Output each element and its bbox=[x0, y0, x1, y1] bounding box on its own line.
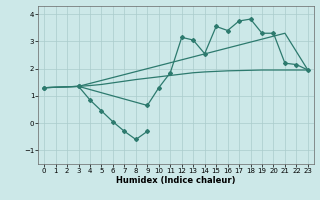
X-axis label: Humidex (Indice chaleur): Humidex (Indice chaleur) bbox=[116, 176, 236, 185]
